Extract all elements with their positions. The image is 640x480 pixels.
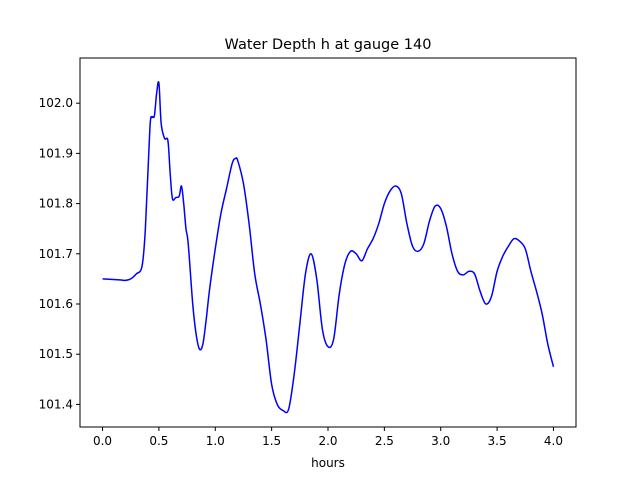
chart-title: Water Depth h at gauge 140	[225, 37, 432, 53]
x-axis-label: hours	[311, 456, 345, 470]
y-tick-label: 101.4	[39, 397, 73, 411]
y-tick-label: 101.9	[39, 146, 73, 160]
y-axis: 101.4 101.5 101.6 101.7 101.8 101.9 102.0	[39, 96, 80, 411]
series-line-0	[102, 81, 555, 414]
y-tick-label: 102.0	[39, 96, 73, 110]
y-tick-label: 101.5	[39, 347, 73, 361]
x-tick-label: 1.5	[262, 434, 281, 448]
x-tick-label: 0.5	[149, 434, 168, 448]
plot-frame	[79, 57, 577, 428]
y-tick-label: 101.7	[39, 247, 73, 261]
plot-area	[102, 81, 555, 414]
x-tick-label: 3.0	[431, 434, 450, 448]
x-tick-label: 0.0	[93, 434, 112, 448]
x-tick-label: 4.0	[544, 434, 563, 448]
x-tick-label: 3.5	[488, 434, 507, 448]
x-tick-label: 2.0	[318, 434, 337, 448]
x-axis: 0.0 0.5 1.0 1.5 2.0 2.5 3.0 3.5 4.0	[93, 427, 563, 448]
y-tick-label: 101.8	[39, 197, 73, 211]
x-tick-label: 1.0	[206, 434, 225, 448]
y-tick-label: 101.6	[39, 297, 73, 311]
x-tick-label: 2.5	[375, 434, 394, 448]
